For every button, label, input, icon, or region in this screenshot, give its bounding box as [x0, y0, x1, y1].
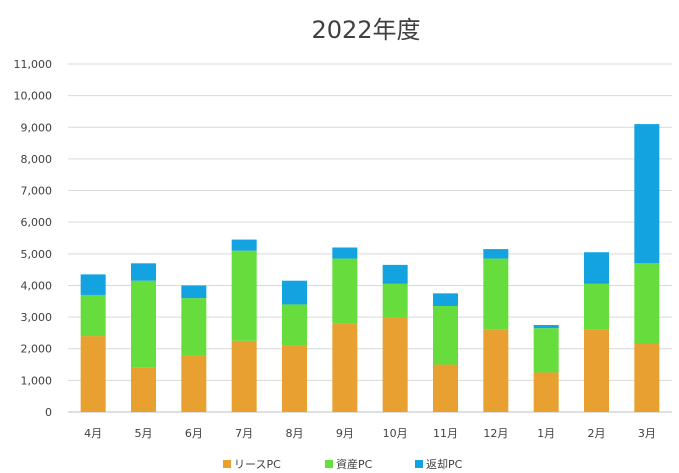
bar-segment	[181, 285, 207, 299]
bar-segment	[533, 328, 559, 373]
gridlines	[68, 63, 672, 413]
bar-segment	[483, 249, 509, 259]
bar-segment	[533, 325, 559, 329]
y-tick-label: 3,000	[21, 311, 53, 324]
y-tick-label: 7,000	[21, 185, 53, 198]
y-tick-label: 9,000	[21, 121, 53, 134]
bar-segment	[433, 364, 458, 412]
bar-segment	[634, 263, 660, 344]
bar-segment	[584, 283, 609, 330]
bar-segment	[282, 280, 307, 305]
bar-segment	[332, 247, 358, 259]
y-tick-label: 10,000	[14, 90, 53, 103]
bar-segment	[433, 306, 458, 365]
bar-segment	[483, 258, 509, 330]
bar-segment	[634, 343, 660, 412]
x-axis-tick-labels: 4月 5月 6月 7月 8月 9月 10月 11月 12月 1月 2月 3月	[84, 427, 656, 440]
y-tick-label: 5,000	[21, 248, 53, 261]
legend-label: リースPC	[234, 458, 281, 471]
bar-segment	[131, 263, 156, 281]
y-tick-label: 1,000	[21, 374, 53, 387]
bar-segment	[80, 336, 106, 412]
bar-segment	[131, 367, 156, 412]
bar-segment	[181, 298, 207, 356]
bar-segment	[634, 124, 660, 264]
x-tick-label: 1月	[537, 427, 555, 440]
x-tick-label: 11月	[433, 427, 458, 440]
y-tick-label: 6,000	[21, 216, 53, 229]
x-tick-label: 8月	[286, 427, 304, 440]
bar-segment	[332, 258, 358, 324]
bar-segment	[231, 239, 257, 251]
bar-segment	[282, 345, 307, 412]
legend-swatch	[325, 460, 333, 468]
bar-segment	[382, 264, 408, 284]
bar-segment	[131, 280, 156, 368]
y-tick-label: 8,000	[21, 153, 53, 166]
bar-segment	[231, 340, 257, 412]
x-tick-label: 6月	[185, 427, 203, 440]
bars	[80, 124, 660, 412]
bar-segment	[80, 274, 106, 295]
x-tick-label: 2月	[588, 427, 606, 440]
bar-segment	[382, 317, 408, 412]
bar-segment	[382, 283, 408, 318]
x-tick-label: 9月	[336, 427, 354, 440]
bar-segment	[231, 250, 257, 341]
x-tick-label: 7月	[235, 427, 253, 440]
bar-segment	[80, 294, 106, 337]
y-tick-label: 4,000	[21, 279, 53, 292]
x-tick-label: 10月	[383, 427, 408, 440]
x-tick-label: 5月	[135, 427, 153, 440]
legend-swatch	[415, 460, 423, 468]
y-tick-label: 2,000	[21, 343, 53, 356]
x-tick-label: 12月	[483, 427, 508, 440]
legend-swatch	[223, 460, 231, 468]
bar-segment	[584, 329, 609, 412]
bar-segment	[483, 329, 509, 412]
y-axis-tick-labels: 0 1,000 2,000 3,000 4,000 5,000 6,000 7,000 8,00…	[14, 58, 53, 419]
y-tick-label: 11,000	[14, 58, 53, 71]
x-tick-label: 3月	[638, 427, 656, 440]
bar-segment	[584, 252, 609, 284]
legend: リースPC 資産PC 返却PC	[223, 458, 463, 471]
bar-segment	[332, 323, 358, 412]
bar-segment	[433, 293, 458, 307]
bar-segment	[181, 355, 207, 412]
y-tick-label: 0	[45, 406, 52, 419]
x-tick-label: 4月	[84, 427, 102, 440]
legend-label: 資産PC	[336, 458, 373, 471]
bar-segment	[533, 372, 559, 412]
bar-segment	[282, 304, 307, 346]
legend-label: 返却PC	[426, 458, 463, 471]
chart-title: 2022年度	[311, 16, 420, 44]
